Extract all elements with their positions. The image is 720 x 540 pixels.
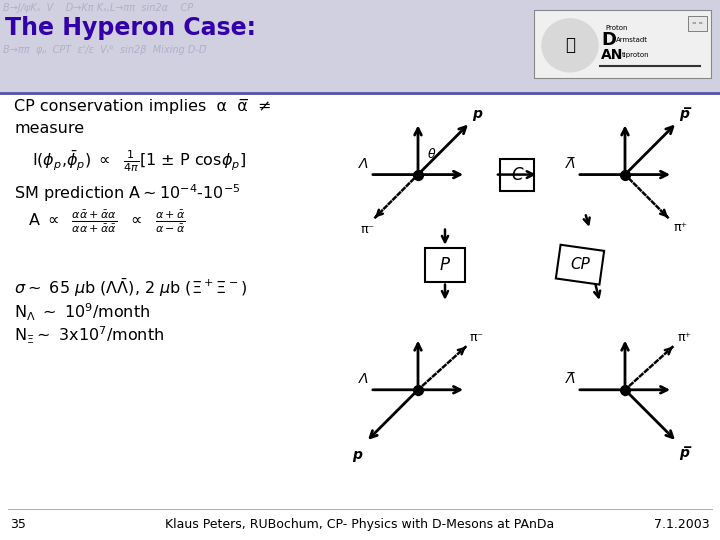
- Text: 35: 35: [10, 517, 26, 530]
- Text: π⁺: π⁺: [673, 221, 687, 234]
- Text: p: p: [472, 106, 482, 120]
- Text: 🐼: 🐼: [565, 36, 575, 55]
- FancyBboxPatch shape: [500, 159, 534, 191]
- Circle shape: [542, 19, 598, 72]
- Text: A $\propto$  $\frac{\alpha\bar{\alpha}+\bar{\alpha}\alpha}{\alpha\alpha+\bar{\al: A $\propto$ $\frac{\alpha\bar{\alpha}+\b…: [28, 208, 186, 235]
- Text: Klaus Peters, RUBochum, CP- Physics with D-Mesons at PAnDa: Klaus Peters, RUBochum, CP- Physics with…: [166, 517, 554, 530]
- Text: CP conservation implies  α  α̅  ≠: CP conservation implies α α̅ ≠: [14, 98, 271, 113]
- FancyBboxPatch shape: [425, 248, 465, 282]
- Text: 7.1.2003: 7.1.2003: [654, 517, 710, 530]
- Text: CP: CP: [570, 257, 590, 272]
- Text: Λ̅: Λ̅: [565, 372, 575, 386]
- Text: Armstadt: Armstadt: [616, 37, 648, 43]
- Text: Λ: Λ: [359, 372, 368, 386]
- Text: N$_\Lambda$ $\sim$ 10$^9$/month: N$_\Lambda$ $\sim$ 10$^9$/month: [14, 302, 150, 323]
- Text: π⁺: π⁺: [677, 330, 691, 344]
- Text: AN: AN: [601, 48, 624, 62]
- Text: Proton: Proton: [605, 25, 628, 31]
- Text: p̅: p̅: [679, 446, 689, 460]
- Text: Λ: Λ: [359, 157, 368, 171]
- Text: p̅: p̅: [679, 106, 689, 120]
- Text: $\sigma$$\sim$ 65 $\mu$b ($\Lambda\bar{\Lambda}$), 2 $\mu$b ($\Xi^+\Xi^-$): $\sigma$$\sim$ 65 $\mu$b ($\Lambda\bar{\…: [14, 276, 247, 299]
- Text: P: P: [440, 255, 450, 274]
- Text: The Hyperon Case:: The Hyperon Case:: [5, 16, 256, 40]
- Text: N$_\Xi$$\sim$ 3x10$^7$/month: N$_\Xi$$\sim$ 3x10$^7$/month: [14, 325, 164, 346]
- Text: tiproton: tiproton: [622, 52, 649, 58]
- Text: SM prediction A$\sim$10$^{-4}$-10$^{-5}$: SM prediction A$\sim$10$^{-4}$-10$^{-5}$: [14, 183, 240, 204]
- FancyBboxPatch shape: [688, 16, 706, 31]
- Text: p: p: [352, 448, 362, 462]
- Text: D: D: [601, 31, 616, 49]
- Text: π⁻: π⁻: [361, 222, 375, 235]
- Text: C: C: [511, 166, 523, 184]
- Text: B→ππ  φₚ  CPT  ε'/ε  Vₜᵇ  sin2β  Mixing D-D̅: B→ππ φₚ CPT ε'/ε Vₜᵇ sin2β Mixing D-D̅: [3, 45, 207, 56]
- Text: π⁻: π⁻: [470, 330, 484, 344]
- Text: Λ̅: Λ̅: [565, 157, 575, 171]
- Text: I($\phi_p$,$\bar{\phi}_p$) $\propto$  $\frac{1}{4\pi}$[1 $\pm$ P cos$\phi_p$]: I($\phi_p$,$\bar{\phi}_p$) $\propto$ $\f…: [32, 148, 246, 174]
- Text: B→J/ψKₛ  V    D→Kπ Kₛ,L→ππ  sin2α    CP: B→J/ψKₛ V D→Kπ Kₛ,L→ππ sin2α CP: [3, 3, 193, 13]
- FancyBboxPatch shape: [534, 10, 711, 78]
- Text: θ: θ: [428, 147, 436, 160]
- FancyBboxPatch shape: [556, 245, 604, 285]
- Text: = =: = =: [691, 21, 703, 26]
- Text: measure: measure: [14, 120, 84, 136]
